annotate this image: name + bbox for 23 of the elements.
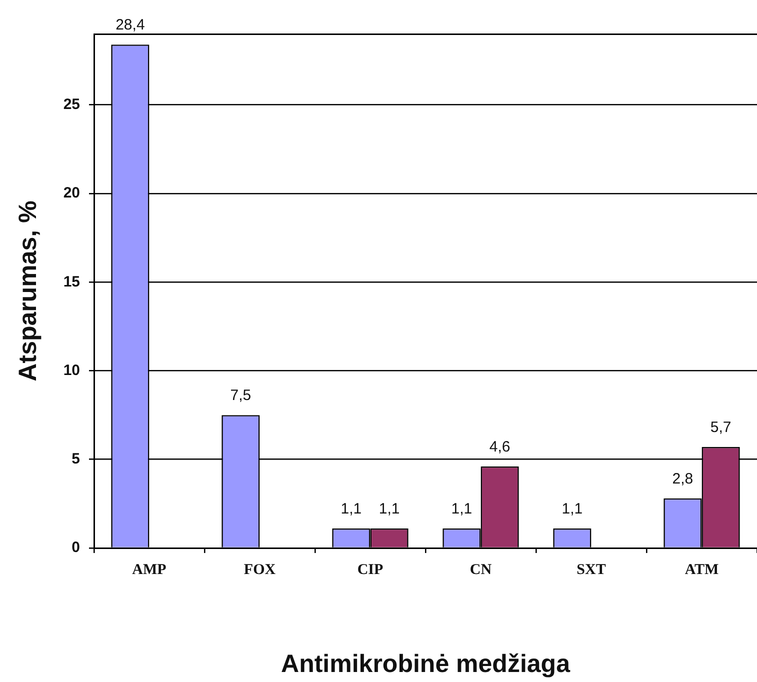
- data-label: 7,5: [230, 387, 252, 404]
- data-label: 1,1: [562, 500, 583, 518]
- y-tick-label: 5: [72, 450, 80, 468]
- x-tick-label: CN: [470, 562, 492, 578]
- y-tick-label: 0: [72, 539, 80, 556]
- data-label: 4,6: [489, 438, 510, 456]
- data-label: 2,8: [672, 470, 694, 488]
- data-label: 1,1: [378, 500, 400, 518]
- x-tick-label: ATM: [684, 562, 719, 578]
- y-tick-label: 20: [63, 184, 80, 202]
- data-label: 1,1: [451, 500, 472, 518]
- x-tick-label: CIP: [357, 562, 384, 578]
- x-tick-label: SXT: [576, 562, 606, 578]
- data-label: 28,4: [116, 16, 145, 34]
- y-tick-label: 25: [63, 96, 80, 114]
- data-label: 1,1: [340, 500, 362, 518]
- y-tick-label: 10: [63, 362, 80, 379]
- x-tick-label: FOX: [244, 562, 276, 578]
- x-axis-title: Antimikrobinė medžiaga: [281, 650, 572, 678]
- y-tick-label: 15: [63, 273, 80, 290]
- y-axis-title: Atsparumas, %: [14, 200, 42, 382]
- x-tick-label: AMP: [132, 562, 166, 578]
- data-label: 5,7: [710, 418, 732, 436]
